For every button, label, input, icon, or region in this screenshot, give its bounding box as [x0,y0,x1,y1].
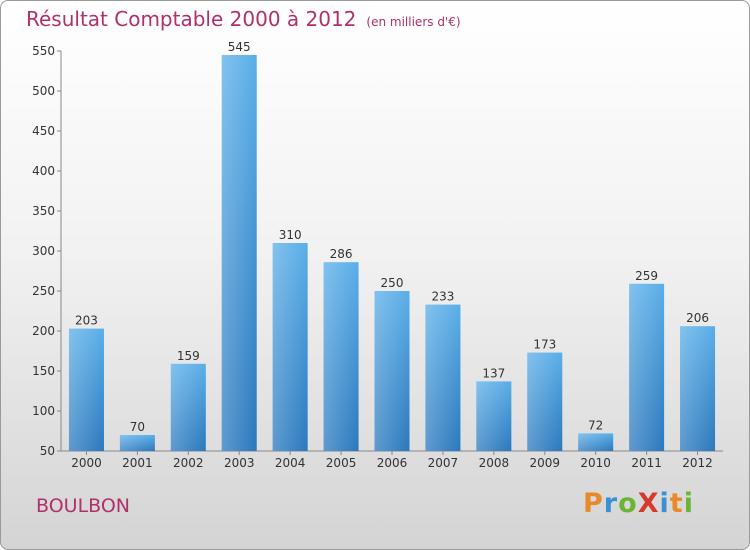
x-tick-label: 2002 [173,456,204,470]
x-tick-label: 2006 [377,456,408,470]
y-tick-label: 100 [32,404,55,418]
y-tick-label: 400 [32,164,55,178]
logo-letter: X [637,488,660,519]
x-tick-label: 2010 [580,456,611,470]
chart-title-main: Résultat Comptable 2000 à 2012 [26,7,357,31]
bar-value-label: 159 [177,349,200,363]
bar-highlight [323,262,359,451]
bar-highlight [221,55,257,451]
bar-value-label: 259 [635,269,658,283]
chart-subtitle: (en milliers d'€) [366,15,461,29]
y-tick-label: 450 [32,124,55,138]
logo-letter: t [669,488,684,519]
logo-letter: o [618,488,638,519]
x-tick-label: 2011 [631,456,662,470]
bar-highlight [119,435,155,451]
bar-value-label: 233 [431,290,454,304]
y-tick-label: 50 [40,444,55,458]
bar-highlight [272,243,308,451]
bar-value-label: 173 [533,338,556,352]
x-tick-label: 2007 [428,456,459,470]
bar-value-label: 250 [381,276,404,290]
bar-value-label: 206 [686,311,709,325]
x-tick-label: 2001 [122,456,153,470]
bar-highlight [629,283,665,451]
bar-value-label: 137 [482,366,505,380]
bar-highlight [527,352,563,451]
logo-letter: i [659,488,670,519]
bar-highlight [578,433,614,451]
chart-title: Résultat Comptable 2000 à 2012 (en millie… [26,7,461,31]
x-tick-label: 2009 [529,456,560,470]
city-name: BOULBON [36,495,131,517]
x-tick-label: 2004 [275,456,306,470]
x-tick-label: 2003 [224,456,255,470]
bar-highlight [476,381,512,451]
x-tick-label: 2005 [326,456,357,470]
bar-value-label: 545 [228,40,251,54]
logo-letter: i [683,488,694,519]
y-tick-label: 200 [32,324,55,338]
bar-value-label: 70 [130,420,145,434]
bar-value-label: 203 [75,314,98,328]
y-tick-label: 250 [32,284,55,298]
y-tick-label: 300 [32,244,55,258]
bar-highlight [425,304,461,451]
logo-letter: r [603,488,619,519]
bar-highlight [374,291,410,451]
bar-highlight [170,363,206,451]
x-tick-label: 2012 [682,456,713,470]
bar-highlight [680,326,716,451]
proxiti-logo: ProXiti [583,488,694,519]
bar-value-label: 310 [279,228,302,242]
y-tick-label: 350 [32,204,55,218]
y-tick-label: 150 [32,364,55,378]
bar-value-label: 72 [588,418,603,432]
bar-highlight [68,328,104,451]
bar-value-label: 286 [330,247,353,261]
logo-letter: P [583,488,604,519]
y-tick-label: 550 [32,44,55,58]
y-tick-label: 500 [32,84,55,98]
x-tick-label: 2000 [71,456,102,470]
x-tick-label: 2008 [479,456,510,470]
